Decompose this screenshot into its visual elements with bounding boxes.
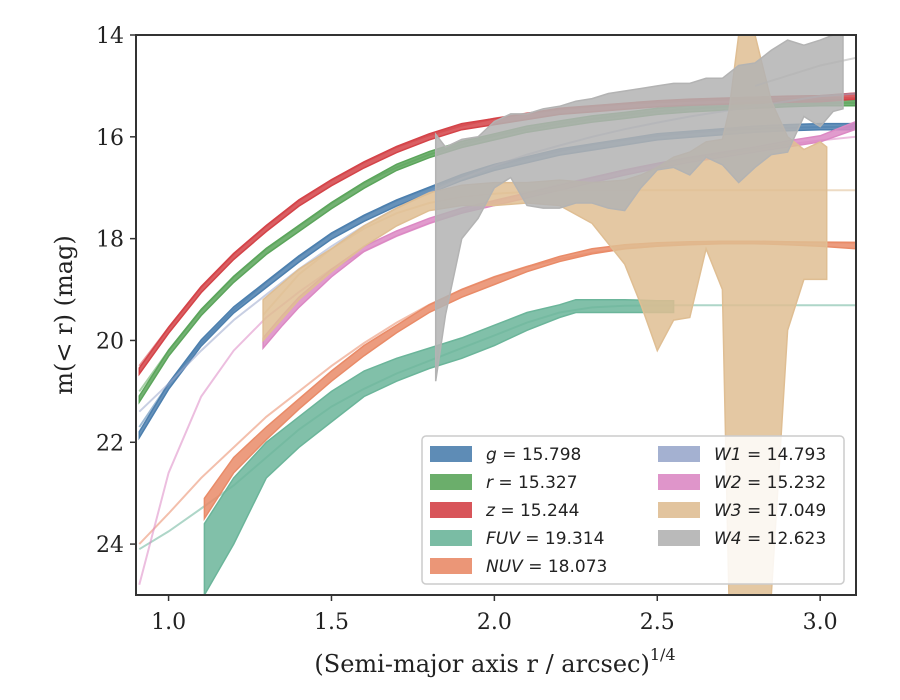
legend-label: NUV = 18.073 bbox=[486, 557, 607, 577]
legend-swatch bbox=[658, 446, 700, 462]
x-axis-label: (Semi-major axis r / arcsec)1/4 bbox=[314, 645, 675, 678]
legend-item-fuv: FUV = 19.314 bbox=[430, 529, 604, 549]
legend-swatch bbox=[658, 474, 700, 490]
y-tick-label: 20 bbox=[96, 329, 124, 354]
x-axis-label-text: (Semi-major axis r / arcsec) bbox=[314, 650, 649, 678]
legend-item-w3: W3 = 17.049 bbox=[658, 501, 826, 521]
series-w4-band bbox=[434, 35, 844, 382]
y-tick-label: 16 bbox=[96, 126, 124, 151]
legend-item-w4: W4 = 12.623 bbox=[658, 529, 826, 549]
legend-swatch bbox=[430, 474, 472, 490]
series-r-band bbox=[138, 98, 856, 405]
legend-item-nuv: NUV = 18.073 bbox=[430, 557, 607, 577]
legend-swatch bbox=[658, 530, 700, 546]
x-tick-label: 1.0 bbox=[151, 610, 186, 635]
legend-label: r = 15.327 bbox=[486, 473, 578, 493]
legend-swatch bbox=[430, 530, 472, 546]
x-tick-label: 3.0 bbox=[803, 610, 838, 635]
x-tick-label: 1.5 bbox=[314, 610, 349, 635]
legend-label: z = 15.244 bbox=[485, 501, 579, 521]
legend-item-w1: W1 = 14.793 bbox=[658, 445, 826, 465]
legend-label: FUV = 19.314 bbox=[486, 529, 604, 549]
legend-label: g = 15.798 bbox=[486, 445, 581, 465]
legend-swatch bbox=[430, 446, 472, 462]
x-tick-label: 2.5 bbox=[640, 610, 675, 635]
legend-item-w2: W2 = 15.232 bbox=[658, 473, 826, 493]
legend-swatch bbox=[658, 502, 700, 518]
legend-swatch bbox=[430, 558, 472, 574]
legend-item-z: z = 15.244 bbox=[430, 501, 579, 521]
x-tick-label: 2.0 bbox=[477, 610, 512, 635]
y-axis: 14 16 18 20 22 24 bbox=[96, 24, 136, 558]
x-axis-label-exponent: 1/4 bbox=[650, 645, 676, 664]
legend-item-r: r = 15.327 bbox=[430, 473, 578, 493]
y-tick-label: 18 bbox=[96, 228, 124, 253]
y-tick-label: 14 bbox=[96, 24, 124, 49]
legend-swatch bbox=[430, 502, 472, 518]
legend-frame bbox=[421, 435, 845, 585]
plot-frame bbox=[135, 34, 857, 596]
legend-label: W3 = 17.049 bbox=[714, 501, 826, 521]
series-w4 bbox=[434, 35, 856, 382]
legend: g = 15.798 r = 15.327 z = 15.244 FUV = 19.3… bbox=[421, 435, 845, 585]
legend-label: W4 = 12.623 bbox=[714, 529, 826, 549]
y-tick-label: 22 bbox=[96, 431, 124, 456]
legend-label: W2 = 15.232 bbox=[714, 473, 826, 493]
series-nuv-band bbox=[203, 240, 856, 522]
plot-area bbox=[138, 35, 856, 595]
series-z-band bbox=[138, 92, 856, 377]
x-axis: 1.0 1.5 2.0 2.5 3.0 bbox=[151, 595, 838, 635]
y-axis-label: m(< r) (mag) bbox=[50, 235, 78, 394]
legend-item-g: g = 15.798 bbox=[430, 445, 581, 465]
y-tick-label: 24 bbox=[96, 533, 124, 558]
legend-label: W1 = 14.793 bbox=[714, 445, 826, 465]
series-g-band bbox=[138, 122, 856, 441]
